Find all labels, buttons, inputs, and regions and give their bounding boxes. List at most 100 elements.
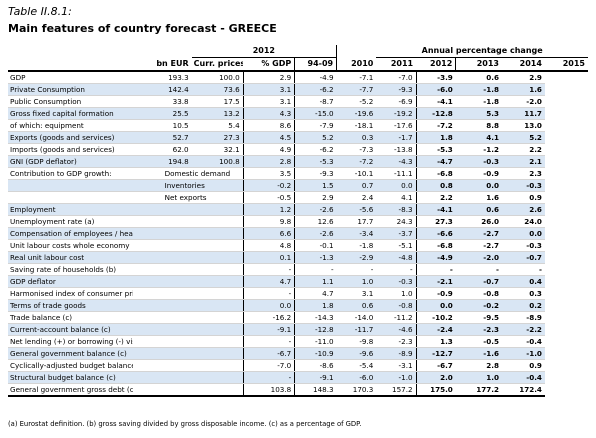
table-row: Current-account balance (c) -9.1 -12.8 -11.… xyxy=(8,323,588,336)
cell-2012: - xyxy=(376,263,417,276)
cell-2014: 2.8 xyxy=(455,359,502,372)
table-number: Table II.8.1: xyxy=(8,5,72,18)
cell-94-09: 3.1 xyxy=(242,95,295,108)
row-label: Unit labour costs whole economy xyxy=(8,239,133,252)
cell-94-09: 4.7 xyxy=(242,275,295,288)
cell-2012: -7.0 xyxy=(376,71,417,84)
cell-pct-gdp: 100.0 xyxy=(191,71,244,84)
table-row: Trade balance (c) -16.2 -14.3 -14.0 -11.2 -10… xyxy=(8,311,588,324)
cell-2014: 0.0 xyxy=(455,179,502,192)
cell-2010: -11.0 xyxy=(294,335,337,348)
cell-94-09: -6.7 xyxy=(242,347,295,360)
cell-2013: -4.9 xyxy=(415,251,456,264)
cell-2015: 11.7 xyxy=(501,107,545,120)
cell-94-09: 1.2 xyxy=(242,203,295,216)
cell-curr-prices xyxy=(132,383,192,397)
cell-2011: -7.1 xyxy=(336,71,377,84)
cell-pct-gdp: 73.6 xyxy=(191,83,244,96)
cell-2010: -0.1 xyxy=(294,239,337,252)
cell-2011: -9.6 xyxy=(336,347,377,360)
cell-pct-gdp: 32.1 xyxy=(191,143,244,156)
cell-2014: -1.6 xyxy=(455,347,502,360)
cell-2011: 170.3 xyxy=(336,383,377,397)
cell-2012: -5.1 xyxy=(376,239,417,252)
header-col-94-09: 94-09 xyxy=(294,57,337,72)
cell-pct-gdp: 17.5 xyxy=(191,95,244,108)
cell-curr-prices xyxy=(132,203,192,216)
cell-2014: 1.6 xyxy=(455,191,502,204)
cell-2010: -9.1 xyxy=(294,371,337,384)
cell-2010: -6.2 xyxy=(294,143,337,156)
cell-curr-prices: 62.0 xyxy=(132,143,192,156)
row-label: Saving rate of households (b) xyxy=(8,263,133,276)
cell-2012: 0.0 xyxy=(376,179,417,192)
cell-2014: 177.2 xyxy=(455,383,502,397)
cell-2015: -0.3 xyxy=(501,239,545,252)
cell-2014: 4.1 xyxy=(455,131,502,144)
cell-2013: -3.9 xyxy=(415,71,456,84)
table-row: General government gross debt (c) 103.8 14… xyxy=(8,383,588,397)
table-row: Public Consumption 33.8 17.5 3.1 -8.7 -5.2 -6.… xyxy=(8,95,588,108)
cell-curr-prices: 142.4 xyxy=(132,83,192,96)
table-row: Exports (goods and services) 52.7 27.3 4.5 5… xyxy=(8,131,588,144)
cell-curr-prices xyxy=(132,299,192,312)
row-label: of which: equipment xyxy=(8,119,133,132)
cell-2012: -4.6 xyxy=(376,323,417,336)
cell-94-09: 6.6 xyxy=(242,227,295,240)
header-col-2010: 2010 xyxy=(336,57,377,72)
cell-2011: -6.0 xyxy=(336,371,377,384)
cell-curr-prices: 10.5 xyxy=(132,119,192,132)
cell-2015: 0.9 xyxy=(501,191,545,204)
cell-2010: -9.3 xyxy=(294,167,337,180)
cell-2013: -6.8 xyxy=(415,167,456,180)
table-row: of which: equipment 10.5 5.4 8.6 -7.9 -18.1 -1… xyxy=(8,119,588,132)
cell-pct-gdp xyxy=(191,215,244,228)
row-label: Cyclically-adjusted budget balance (c) xyxy=(8,359,133,372)
row-label: Private Consumption xyxy=(8,83,133,96)
cell-curr-prices: 194.8 xyxy=(132,155,192,168)
row-label: Compensation of employees / head xyxy=(8,227,133,240)
row-label: GNI (GDP deflator) xyxy=(8,155,133,168)
cell-2015: 0.4 xyxy=(501,275,545,288)
row-label: General government gross debt (c) xyxy=(8,383,133,397)
row-label: Employment xyxy=(8,203,133,216)
cell-94-09: -7.0 xyxy=(242,359,295,372)
cell-2010: - xyxy=(294,263,337,276)
cell-2011: -7.7 xyxy=(336,83,377,96)
cell-curr-prices: 193.3 xyxy=(132,71,192,84)
cell-2010: 2.9 xyxy=(294,191,337,204)
cell-2012: -17.6 xyxy=(376,119,417,132)
footnote: (a) Eurostat definition. (b) gross savin… xyxy=(8,420,362,428)
table-body: 2012 Annual percentage change bn EUR Cur… xyxy=(8,45,588,397)
cell-2014: -1.8 xyxy=(455,83,502,96)
header-group-2012: 2012 xyxy=(191,45,337,58)
cell-2011: 2.4 xyxy=(336,191,377,204)
cell-2012: -9.3 xyxy=(376,83,417,96)
cell-curr-prices xyxy=(132,263,192,276)
cell-pct-gdp xyxy=(191,263,244,276)
cell-2011: 0.7 xyxy=(336,179,377,192)
cell-curr-prices xyxy=(132,239,192,252)
cell-2011: -1.8 xyxy=(336,239,377,252)
row-label: Structural budget balance (c) xyxy=(8,371,133,384)
header-col-2012: 2012 xyxy=(416,57,456,72)
cell-pct-gdp xyxy=(191,323,244,336)
cell-curr-prices xyxy=(132,347,192,360)
header-col-2011: 2011 xyxy=(376,57,417,72)
cell-2012: -3.7 xyxy=(376,227,417,240)
cell-2014: -0.9 xyxy=(455,167,502,180)
cell-94-09: -16.2 xyxy=(242,311,295,324)
cell-curr-prices xyxy=(132,215,192,228)
row-label xyxy=(8,191,133,204)
cell-94-09: 4.3 xyxy=(242,107,295,120)
cell-pct-gdp xyxy=(191,311,244,324)
header-group-annual-change: Annual percentage change xyxy=(376,45,588,58)
cell-pct-gdp xyxy=(191,335,244,348)
cell-2014: -0.3 xyxy=(455,155,502,168)
row-label: GDP deflator xyxy=(8,275,133,288)
cell-2012: -4.8 xyxy=(376,251,417,264)
cell-94-09: 0.1 xyxy=(242,251,295,264)
table-row: Unit labour costs whole economy 4.8 -0.1 -1… xyxy=(8,239,588,252)
table-row: Cyclically-adjusted budget balance (c) -7… xyxy=(8,359,588,372)
cell-2013: -5.3 xyxy=(415,143,456,156)
